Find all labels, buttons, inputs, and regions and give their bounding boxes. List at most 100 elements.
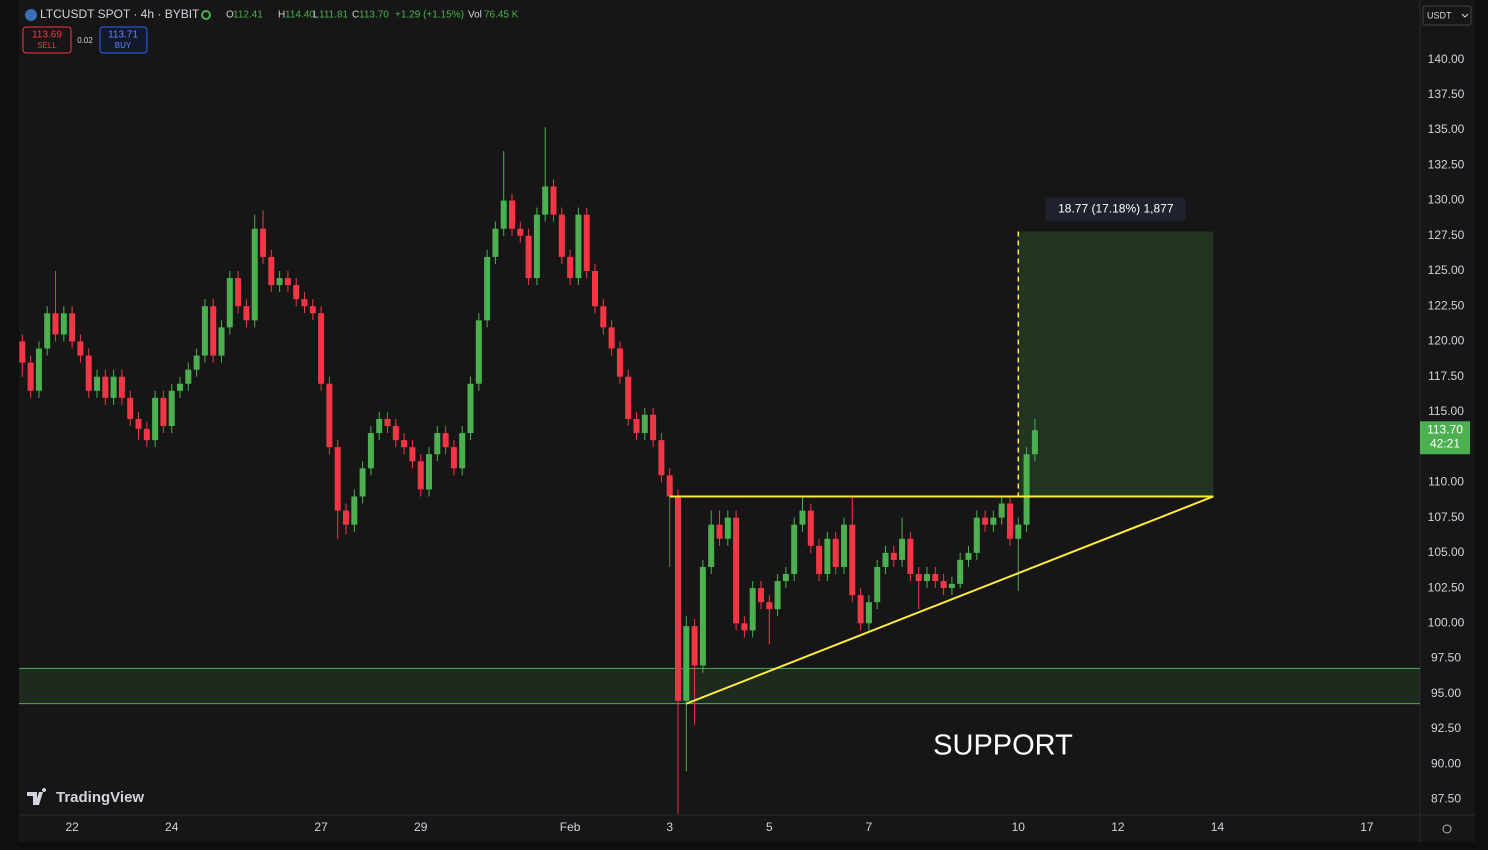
candle-body: [35, 348, 42, 391]
candle-body: [890, 552, 897, 560]
x-tick-label: 10: [1012, 820, 1026, 834]
candle-body: [957, 559, 964, 584]
candle-body: [509, 200, 516, 229]
candle-body: [691, 626, 698, 666]
legend-key: O: [226, 10, 234, 21]
candle-body: [832, 538, 839, 567]
candle-body: [1015, 524, 1022, 539]
spread: 0.02: [77, 36, 93, 45]
candle-body: [1031, 430, 1038, 455]
buy-price[interactable]: 113.71: [108, 30, 138, 41]
y-tick-label: 95.00: [1431, 686, 1461, 700]
candle-body: [757, 588, 764, 603]
sell-label[interactable]: SELL: [37, 41, 57, 50]
candle-body: [218, 327, 225, 356]
candle-body: [235, 278, 242, 307]
candle-body: [52, 313, 59, 335]
y-tick-label: 135.00: [1428, 122, 1465, 136]
candle-body: [990, 517, 997, 525]
candle-body: [600, 306, 607, 328]
candle-body: [1023, 454, 1030, 525]
candle-body: [243, 306, 250, 321]
currency-dropdown[interactable]: USDT: [1422, 5, 1472, 26]
candle-body: [558, 214, 565, 257]
y-tick-label: 115.00: [1428, 404, 1464, 418]
x-tick-label: 12: [1111, 820, 1125, 834]
candle-body: [500, 200, 507, 229]
candle-body: [658, 440, 665, 476]
sell-button[interactable]: 113.69 SELL: [22, 26, 72, 54]
settings-icon[interactable]: [1442, 824, 1452, 834]
candle-body: [542, 186, 549, 215]
candle-body: [201, 306, 208, 356]
candle-body: [85, 355, 92, 391]
price-tag: [1420, 421, 1470, 455]
y-tick-label: 132.50: [1428, 157, 1465, 171]
candle-body: [401, 440, 408, 448]
candle-body: [633, 418, 640, 434]
candle-body: [318, 313, 325, 384]
x-tick-label: 27: [314, 820, 328, 834]
y-tick-label: 107.50: [1428, 510, 1465, 524]
measure-box: [1018, 231, 1214, 497]
candle-body: [616, 348, 623, 377]
candle-body: [948, 583, 955, 589]
candle-body: [177, 383, 184, 391]
candle-body: [782, 574, 789, 582]
dropdown-box[interactable]: [1422, 5, 1472, 26]
chevron[interactable]: [1461, 13, 1469, 18]
candle-body: [475, 320, 482, 384]
candle-body: [533, 214, 540, 279]
y-tick-label: 120.00: [1428, 334, 1465, 348]
x-tick-label: 29: [414, 820, 428, 834]
legend-key: C: [352, 10, 359, 21]
candle-body: [724, 517, 731, 539]
candle-body: [575, 214, 582, 279]
buy-button[interactable]: 113.71 BUY: [99, 26, 148, 54]
symbol: LTCUSDT SPOT · 4h · BYBIT: [40, 7, 200, 21]
candle-body: [251, 228, 258, 321]
candle-body: [343, 510, 350, 525]
x-tick-label: 14: [1211, 820, 1225, 834]
candle-body: [185, 369, 192, 384]
candle-body: [865, 602, 872, 624]
candle-body: [874, 566, 881, 603]
candle-body: [923, 574, 930, 582]
volume-value: 76.45 K: [484, 10, 519, 21]
candle-body: [517, 228, 524, 236]
currency[interactable]: USDT: [1427, 10, 1452, 20]
candle-body: [301, 299, 308, 307]
legend-key: H: [278, 10, 285, 21]
candle-body: [102, 376, 109, 398]
candle-body: [641, 414, 648, 434]
candle-body: [293, 285, 300, 300]
measure-label: 18.77 (17.18%) 1,877: [1058, 202, 1174, 216]
candle-body: [417, 461, 424, 490]
candle-body: [127, 397, 134, 419]
candle-body: [27, 362, 34, 391]
candle-body: [276, 278, 283, 286]
sell-price[interactable]: 113.69: [32, 30, 62, 41]
legend-value: 112.41: [233, 10, 263, 21]
candle-body: [152, 397, 159, 441]
buy-box[interactable]: [99, 26, 148, 54]
candle-body: [857, 595, 864, 624]
candle-body: [699, 566, 706, 666]
x-tick-label: 7: [866, 820, 873, 834]
candle-body: [367, 433, 374, 469]
candle-body: [766, 602, 773, 610]
buy-label[interactable]: BUY: [115, 41, 132, 50]
x-tick-label: Feb: [560, 820, 581, 834]
candle-body: [583, 214, 590, 271]
sell-box[interactable]: [22, 26, 72, 54]
candle-body: [69, 313, 76, 342]
candle-body: [392, 426, 399, 441]
plot-background: [19, 0, 1475, 842]
candle-body: [749, 588, 756, 631]
candle-body: [135, 418, 142, 429]
y-tick-label: 122.50: [1428, 298, 1465, 312]
candle-body: [409, 447, 416, 462]
candle-body: [625, 376, 632, 419]
